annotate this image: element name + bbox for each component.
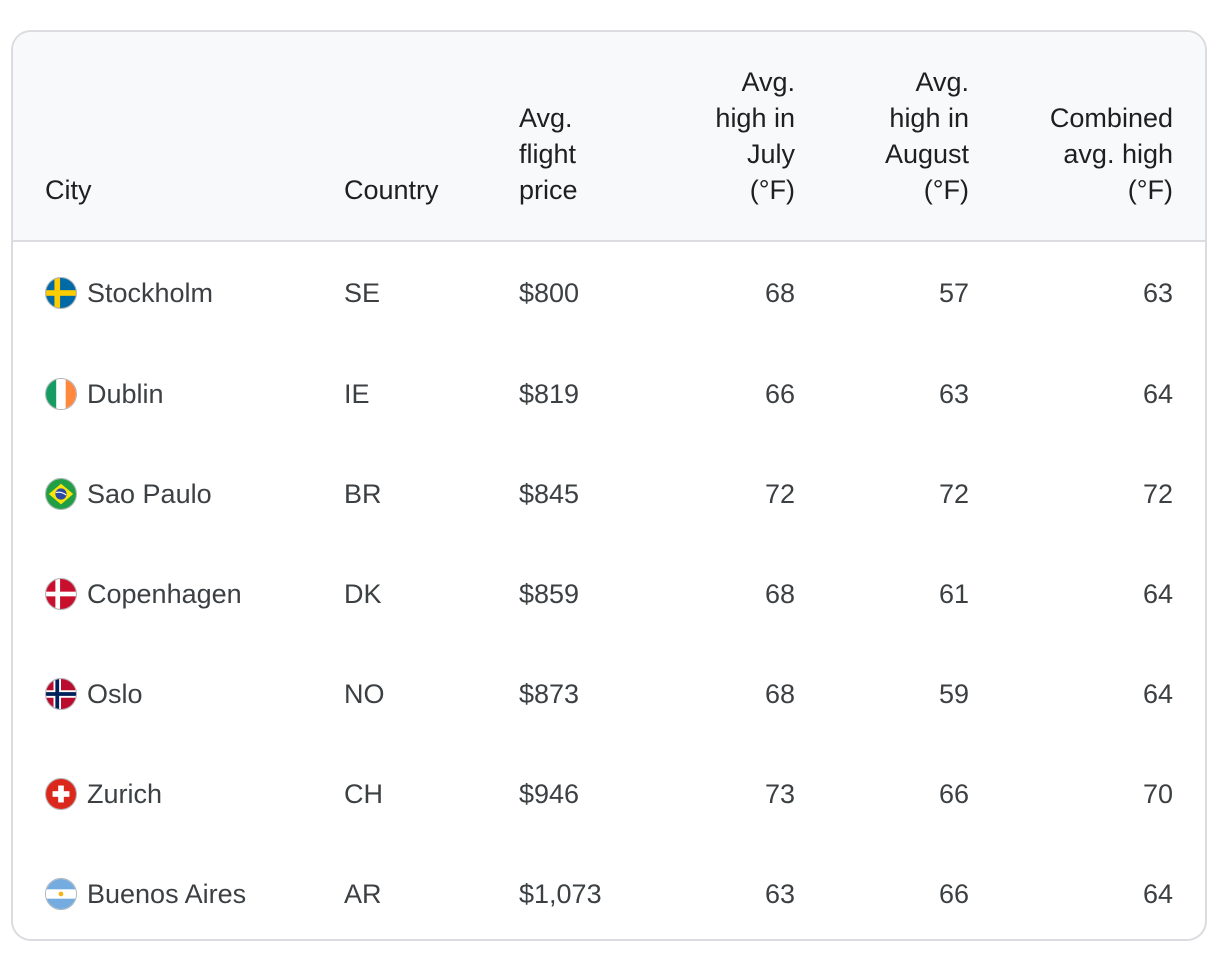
city-name: Oslo <box>87 678 143 709</box>
city-wrap: Sao Paulo <box>45 478 344 510</box>
city-name: Zurich <box>87 778 163 809</box>
july-high-cell: 72 <box>764 478 795 509</box>
combined-high-cell: 64 <box>1142 878 1173 909</box>
price-cell: $1,073 <box>519 878 602 909</box>
august-high-cell: 57 <box>938 277 969 308</box>
combined-high-cell: 72 <box>1142 478 1173 509</box>
header-flight-price-text: Avg. flight price <box>519 103 578 205</box>
table-body: Stockholm SE $800 68 57 63 Dublin <box>13 241 1205 939</box>
city-wrap: Buenos Aires <box>45 878 344 910</box>
country-cell: SE <box>344 277 381 308</box>
header-row: City Country Avg. flight price Avg. high… <box>13 32 1205 242</box>
city-wrap: Oslo <box>45 678 344 710</box>
table-row: Dublin IE $819 66 63 64 <box>13 344 1205 444</box>
header-combined-high-text: Combined avg. high (°F) <box>1049 103 1173 205</box>
price-cell: $800 <box>519 277 580 308</box>
city-cell: Buenos Aires <box>13 844 344 939</box>
table-header: City Country Avg. flight price Avg. high… <box>13 32 1205 242</box>
city-cell: Dublin <box>13 344 344 444</box>
country-cell: CH <box>344 778 383 809</box>
city-name: Sao Paulo <box>87 478 212 509</box>
july-high-cell: 68 <box>764 277 795 308</box>
header-flight-price: Avg. flight price <box>519 32 669 242</box>
city-cell: Sao Paulo <box>13 444 344 544</box>
argentina-flag-icon <box>45 878 77 910</box>
july-high-cell: 63 <box>764 878 795 909</box>
august-high-cell: 63 <box>938 378 969 409</box>
august-high-cell: 72 <box>938 478 969 509</box>
price-cell: $946 <box>519 778 580 809</box>
july-high-cell: 68 <box>764 678 795 709</box>
header-city: City <box>13 32 344 242</box>
combined-high-cell: 64 <box>1142 678 1173 709</box>
july-high-cell: 73 <box>764 778 795 809</box>
price-cell: $859 <box>519 578 580 609</box>
city-name: Buenos Aires <box>87 878 247 909</box>
header-combined-high: Combined avg. high (°F) <box>969 32 1205 242</box>
city-wrap: Dublin <box>45 378 344 410</box>
table-row: Oslo NO $873 68 59 64 <box>13 644 1205 744</box>
city-cell: Copenhagen <box>13 544 344 644</box>
table-row: Zurich CH $946 73 66 70 <box>13 744 1205 844</box>
sweden-flag-icon <box>45 277 77 309</box>
price-cell: $873 <box>519 678 580 709</box>
combined-high-cell: 70 <box>1142 778 1173 809</box>
brazil-flag-icon <box>45 478 77 510</box>
august-high-cell: 66 <box>938 878 969 909</box>
city-wrap: Zurich <box>45 778 344 810</box>
table-row: Buenos Aires AR $1,073 63 66 64 <box>13 844 1205 939</box>
table-row: Stockholm SE $800 68 57 63 <box>13 241 1205 344</box>
city-wrap: Copenhagen <box>45 578 344 610</box>
city-cell: Stockholm <box>13 241 344 344</box>
country-cell: NO <box>344 678 385 709</box>
country-cell: BR <box>344 478 382 509</box>
combined-high-cell: 64 <box>1142 578 1173 609</box>
price-cell: $819 <box>519 378 580 409</box>
table-row: Sao Paulo BR $845 72 72 72 <box>13 444 1205 544</box>
city-name: Dublin <box>87 378 164 409</box>
city-name: Stockholm <box>87 277 214 308</box>
results-table-card: City Country Avg. flight price Avg. high… <box>11 30 1207 941</box>
header-high-august: Avg. high in August (°F) <box>795 32 969 242</box>
city-cell: Oslo <box>13 644 344 744</box>
ireland-flag-icon <box>45 378 77 410</box>
country-cell: DK <box>344 578 382 609</box>
table-row: Copenhagen DK $859 68 61 64 <box>13 544 1205 644</box>
city-name: Copenhagen <box>87 578 242 609</box>
august-high-cell: 61 <box>938 578 969 609</box>
denmark-flag-icon <box>45 578 77 610</box>
july-high-cell: 66 <box>764 378 795 409</box>
combined-high-cell: 64 <box>1142 378 1173 409</box>
country-cell: IE <box>344 378 370 409</box>
july-high-cell: 68 <box>764 578 795 609</box>
header-high-august-text: Avg. high in August (°F) <box>884 67 969 205</box>
header-high-july-text: Avg. high in July (°F) <box>715 67 795 205</box>
city-wrap: Stockholm <box>45 277 344 309</box>
combined-high-cell: 63 <box>1142 277 1173 308</box>
switzerland-flag-icon <box>45 778 77 810</box>
norway-flag-icon <box>45 678 77 710</box>
header-high-july: Avg. high in July (°F) <box>669 32 795 242</box>
city-comparison-table: City Country Avg. flight price Avg. high… <box>13 32 1205 939</box>
august-high-cell: 59 <box>938 678 969 709</box>
august-high-cell: 66 <box>938 778 969 809</box>
price-cell: $845 <box>519 478 580 509</box>
city-cell: Zurich <box>13 744 344 844</box>
header-country: Country <box>344 32 519 242</box>
country-cell: AR <box>344 878 382 909</box>
